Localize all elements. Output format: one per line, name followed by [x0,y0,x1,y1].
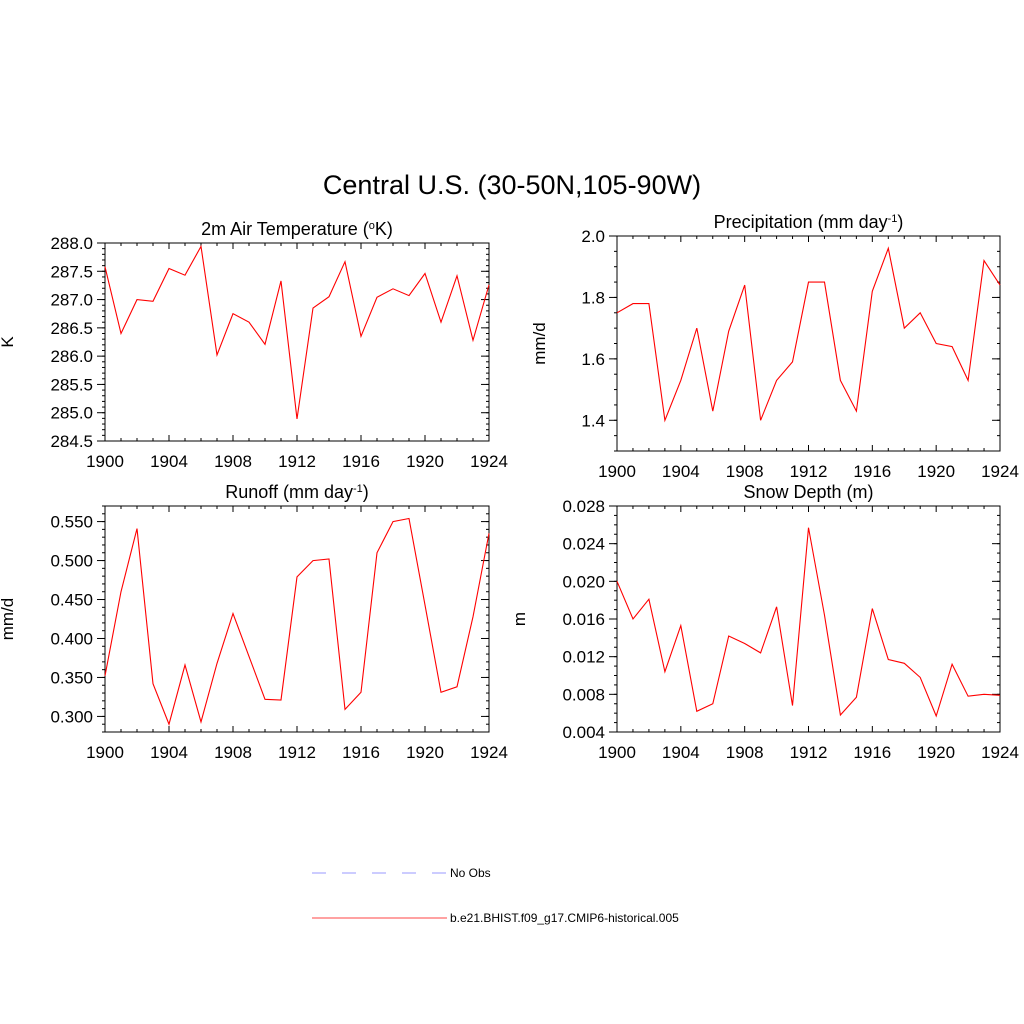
y-tick-label: 1.6 [581,350,605,369]
x-tick-label: 1920 [917,743,955,762]
x-tick-label: 1900 [86,743,124,762]
panel-title-tail: ) [363,482,369,502]
y-axis-label: K [0,336,17,348]
panel-title-superscript: -1 [888,213,898,225]
panel-title-superscript: -1 [353,483,363,495]
y-tick-label: 2.0 [581,227,605,246]
panel-title-main: Runoff (mm day [225,482,353,502]
y-tick-label: 0.012 [562,648,605,667]
x-tick-label: 1924 [470,743,508,762]
panel-title-tail: K) [375,219,393,239]
x-tick-label: 1912 [278,452,316,471]
x-tick-label: 1924 [981,462,1019,481]
x-tick-label: 1916 [342,743,380,762]
y-tick-label: 0.300 [50,707,93,726]
y-tick-label: 0.008 [562,685,605,704]
x-tick-label: 1916 [342,452,380,471]
x-tick-label: 1920 [917,462,955,481]
y-tick-label: 0.400 [50,629,93,648]
panel-title-main: 2m Air Temperature ( [201,219,369,239]
y-tick-label: 285.0 [50,404,93,423]
x-tick-label: 1904 [662,743,700,762]
x-tick-label: 1916 [853,462,891,481]
y-axis-label: m [510,612,529,626]
y-tick-label: 284.5 [50,432,93,451]
panel-snow-depth: 1900 1904 1908 1912 1916 1920 1924 0.004 0.008 0.… [510,482,1019,762]
x-tick-label: 1920 [406,743,444,762]
panel-title: Precipitation (mm day-1) [714,212,904,232]
y-tick-label: 286.5 [50,319,93,338]
x-tick-label: 1900 [598,462,636,481]
plot-frame [616,235,1001,452]
panel-title-tail: ) [897,212,903,232]
x-tick-label: 1908 [214,743,252,762]
panel-runoff: 1900 1904 1908 1912 1916 1920 1924 0.300 0.350 0.… [0,482,508,762]
y-tick-label: 0.450 [50,591,93,610]
x-tick-label: 1924 [981,743,1019,762]
y-tick-label: 0.550 [50,513,93,532]
x-tick-label: 1904 [662,462,700,481]
plot-frame [616,505,1001,733]
panel-title-main: Precipitation (mm day [714,212,888,232]
x-tick-label: 1912 [278,743,316,762]
y-tick-label: 285.5 [50,375,93,394]
x-tick-label: 1924 [470,452,508,471]
x-tick-label: 1912 [790,743,828,762]
y-axis-label: mm/d [530,322,549,365]
y-tick-label: 0.024 [562,535,605,554]
x-tick-label: 1916 [853,743,891,762]
y-tick-label: 0.500 [50,552,93,571]
panel-title: Runoff (mm day-1) [225,482,369,502]
series-line [616,246,1001,423]
y-axis-label: mm/d [0,598,17,641]
plot-frame [104,505,490,733]
panel-title-main: Snow Depth (m) [743,482,873,502]
x-tick-label: 1920 [406,452,444,471]
x-tick-label: 1900 [598,743,636,762]
series-line [104,244,490,419]
x-tick-label: 1900 [86,452,124,471]
y-tick-label: 287.5 [50,262,93,281]
y-tick-label: 0.028 [562,497,605,516]
y-tick-label: 1.8 [581,288,605,307]
plot-frame [104,242,490,442]
y-tick-label: 287.0 [50,291,93,310]
y-tick-label: 286.0 [50,347,93,366]
y-tick-label: 0.004 [562,723,605,742]
x-tick-label: 1904 [150,452,188,471]
panel-precipitation: 1900 1904 1908 1912 1916 1920 1924 1.4 1.6 1.8 2.0… [530,212,1019,481]
panel-title: 2m Air Temperature (oK) [201,219,393,239]
figure-title: Central U.S. (30-50N,105-90W) [322,170,702,200]
series-line [104,517,490,726]
y-tick-label: 1.4 [581,411,605,430]
panel-title: Snow Depth (m) [743,482,873,502]
panel-air-temperature: 1900 1904 1908 1912 1916 1920 1924 284.5 285.0 28… [0,219,508,471]
y-tick-label: 288.0 [50,234,93,253]
y-tick-label: 0.016 [562,610,605,629]
y-tick-label: 0.350 [50,668,93,687]
series-line [616,527,1001,718]
x-tick-label: 1908 [214,452,252,471]
panel-title-superscript: o [369,220,375,232]
x-tick-label: 1912 [790,462,828,481]
x-tick-label: 1908 [726,462,764,481]
x-tick-label: 1904 [150,743,188,762]
y-tick-label: 0.020 [562,572,605,591]
x-tick-label: 1908 [726,743,764,762]
